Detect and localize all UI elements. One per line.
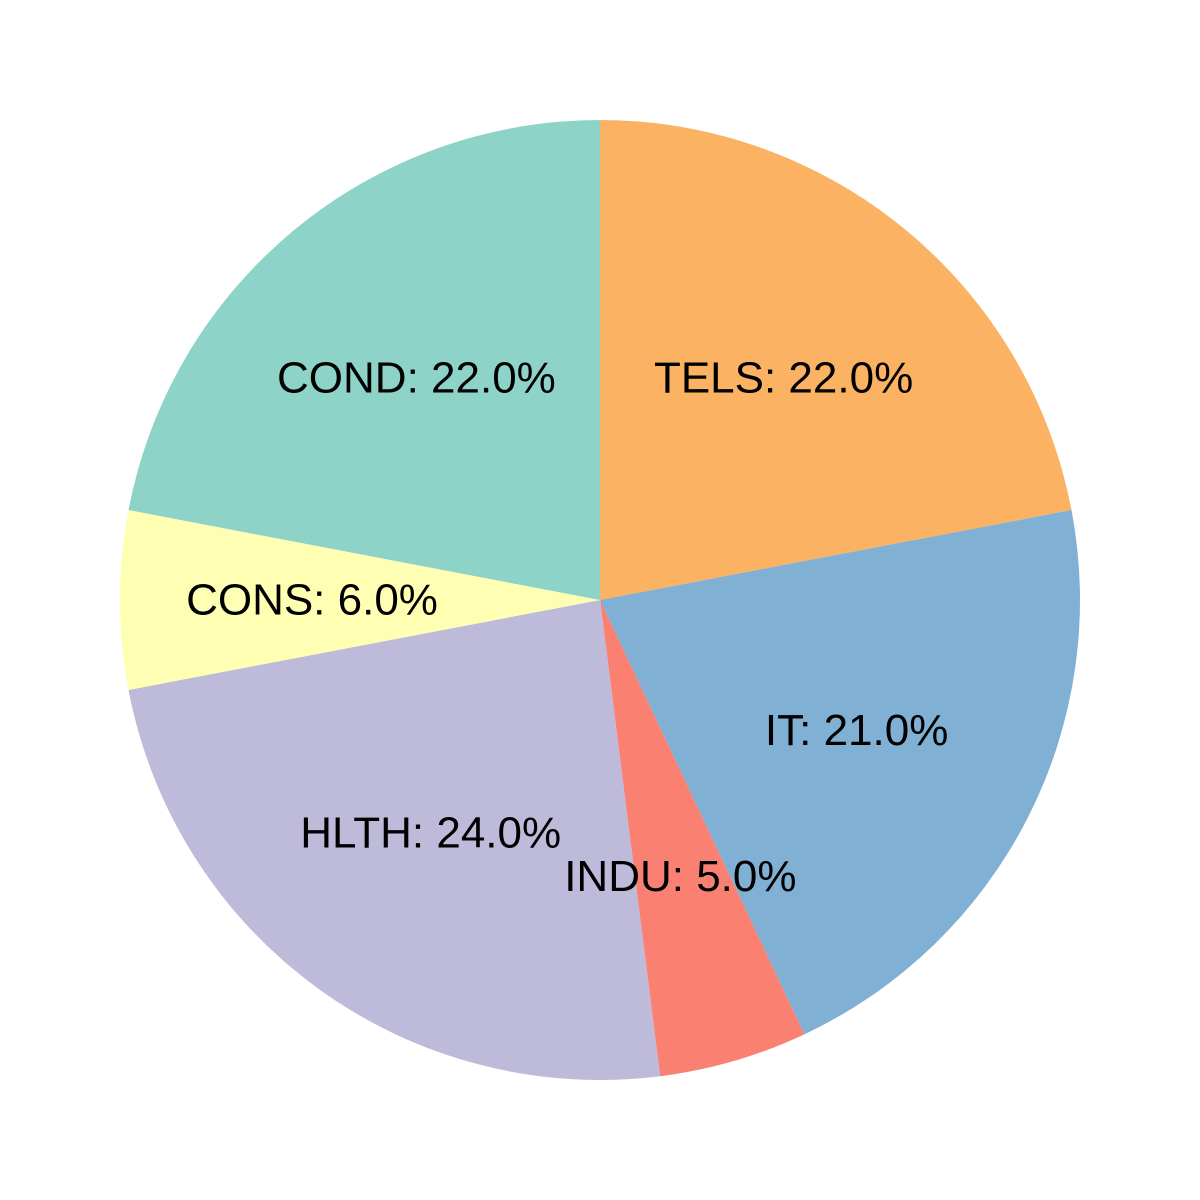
pie-slice-it <box>600 510 1081 1035</box>
pie-labels: TELS: 22.0% IT: 21.0% INDU: 5.0%HLTH: 24.0… <box>186 354 948 901</box>
slice-label-cond: COND: 22.0% <box>277 354 556 403</box>
pie-slice-cond <box>128 120 600 600</box>
slice-label-hlth: HLTH: 24.0% <box>300 808 561 857</box>
pie-slices <box>119 120 1081 1081</box>
slice-label-indu: INDU: 5.0% <box>564 852 796 901</box>
slice-label-it: IT: 21.0% <box>765 706 948 755</box>
slice-label-cons: CONS: 6.0% <box>186 576 438 625</box>
pie-slice-cons <box>119 510 600 690</box>
pie-slice-tels <box>600 120 1072 600</box>
pie-slice-indu <box>600 600 805 1077</box>
pie-slice-hlth <box>128 600 661 1081</box>
slice-label-tels: TELS: 22.0% <box>654 354 913 403</box>
